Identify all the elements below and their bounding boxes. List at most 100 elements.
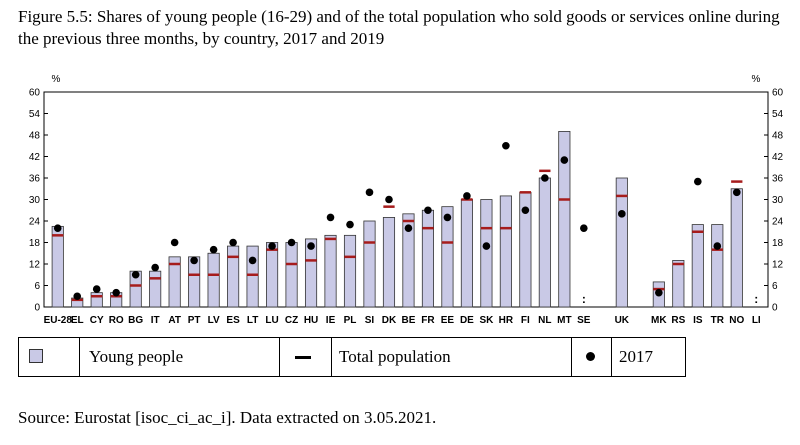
x-label-RO: RO: [109, 315, 124, 326]
bar-NL: [538, 177, 551, 308]
dot-2017-DE: [463, 192, 471, 200]
legend-total-label-cell: Total population: [331, 338, 572, 376]
dot-2017-BG: [131, 270, 140, 279]
bar-PT: [188, 256, 201, 308]
bar-IE: [324, 234, 337, 308]
x-label-LV: LV: [208, 315, 220, 326]
y-tick-label-left: 48: [29, 131, 41, 142]
x-label-MT: MT: [557, 315, 571, 326]
legend-total-swatch-cell: [279, 338, 332, 376]
y-unit-left: %: [52, 74, 61, 85]
x-label-FR: FR: [421, 315, 435, 326]
x-label-PL: PL: [344, 315, 357, 326]
bar-DE: [460, 199, 473, 308]
x-label-ES: ES: [226, 315, 240, 326]
bar-IT: [149, 270, 162, 308]
x-label-HR: HR: [499, 315, 514, 326]
x-label-AT: AT: [168, 315, 181, 326]
bar-DK: [382, 217, 396, 308]
na-marker-SE: :: [582, 292, 586, 306]
bar-ES: [227, 245, 240, 308]
x-label-CY: CY: [90, 315, 104, 326]
dot-2017-DK: [385, 195, 393, 204]
dot-2017-CZ: [287, 238, 296, 247]
dot-2017-AT: [170, 238, 179, 247]
dot-2017-LT: [248, 256, 257, 265]
x-label-BG: BG: [128, 315, 143, 326]
dot-2017-UK: [618, 210, 626, 218]
legend-young-label: Young people: [89, 347, 184, 366]
dot-2017-EU-28: [53, 224, 62, 232]
dot-2017-TR: [713, 242, 722, 250]
x-label-PT: PT: [188, 315, 201, 326]
bar-UK: [615, 177, 628, 308]
bar-RS: [672, 260, 685, 308]
y-tick-label-right: 6: [772, 281, 778, 292]
x-label-SI: SI: [365, 315, 375, 326]
y-tick-label-right: 0: [772, 303, 778, 314]
legend-dot-swatch-cell: [571, 338, 612, 376]
bar-IS: [691, 224, 704, 308]
legend-total-label: Total population: [339, 347, 451, 366]
na-marker-LI: :: [754, 292, 758, 306]
dot-2017-CY: [92, 285, 101, 293]
y-tick-label-left: 42: [29, 152, 41, 163]
y-unit-right: %: [752, 74, 761, 85]
x-label-BE: BE: [402, 315, 416, 326]
dot-2017-HR: [502, 141, 510, 150]
y-tick-label-left: 12: [29, 260, 41, 271]
bar-MT: [558, 131, 571, 308]
x-label-IE: IE: [326, 315, 336, 326]
x-label-LT: LT: [247, 315, 258, 326]
dot-2017-SI: [365, 188, 374, 197]
bar-PL: [343, 234, 357, 308]
x-label-SE: SE: [577, 315, 591, 326]
source-note: Source: Eurostat [isoc_ci_ac_i]. Data ex…: [18, 408, 437, 427]
dot-2017-SE: [580, 224, 588, 232]
dot-2017-IS: [694, 177, 702, 186]
x-label-LU: LU: [265, 315, 278, 326]
y-tick-label-left: 60: [29, 88, 41, 99]
bar-LV: [207, 252, 220, 308]
y-tick-label-right: 48: [772, 131, 784, 142]
dot-2017-HU: [307, 242, 315, 250]
y-tick-label-left: 0: [34, 303, 40, 314]
y-tick-label-left: 18: [29, 238, 41, 249]
dot-2017-MT: [560, 156, 569, 164]
dot-2017-RO: [112, 288, 120, 297]
legend-line-swatch: [295, 356, 311, 359]
legend: Young people Total population 2017: [18, 337, 686, 377]
y-tick-label-right: 36: [772, 174, 784, 185]
x-label-DE: DE: [460, 315, 474, 326]
x-label-IT: IT: [151, 315, 160, 326]
bar-BE: [402, 213, 415, 308]
y-tick-label-left: 30: [29, 195, 41, 206]
dot-2017-EL: [73, 292, 82, 301]
bar-chart: % % 0 0 6 6 12 12 18 18 24 24 30 30 36 36 42 42 48 48 54 54 60…: [29, 74, 784, 326]
x-label-NL: NL: [538, 315, 551, 326]
dot-2017-NO: [732, 188, 741, 197]
x-label-FI: FI: [521, 315, 530, 326]
bar-FR: [421, 209, 434, 308]
dot-2017-PT: [190, 256, 198, 265]
bar-LT: [246, 245, 259, 308]
bar-AT: [168, 256, 181, 308]
x-label-LI: LI: [752, 315, 761, 326]
x-label-RS: RS: [671, 315, 685, 326]
bar-NO: [730, 188, 743, 308]
legend-dot-swatch: [586, 352, 595, 361]
y-tick-label-right: 54: [772, 109, 784, 120]
x-label-EL: EL: [71, 315, 84, 326]
dot-2017-BE: [404, 224, 413, 232]
y-tick-label-right: 60: [772, 88, 784, 99]
dot-2017-SK: [482, 242, 491, 250]
x-label-UK: UK: [615, 315, 630, 326]
y-tick-label-right: 42: [772, 152, 784, 163]
legend-bar-swatch: [29, 349, 43, 363]
y-tick-label-left: 24: [29, 217, 41, 228]
y-tick-label-left: 6: [34, 281, 40, 292]
dot-2017-ES: [229, 238, 237, 247]
dot-2017-EE: [443, 213, 452, 222]
dots-2017: [53, 141, 741, 301]
legend-young-swatch-cell: [19, 338, 80, 376]
